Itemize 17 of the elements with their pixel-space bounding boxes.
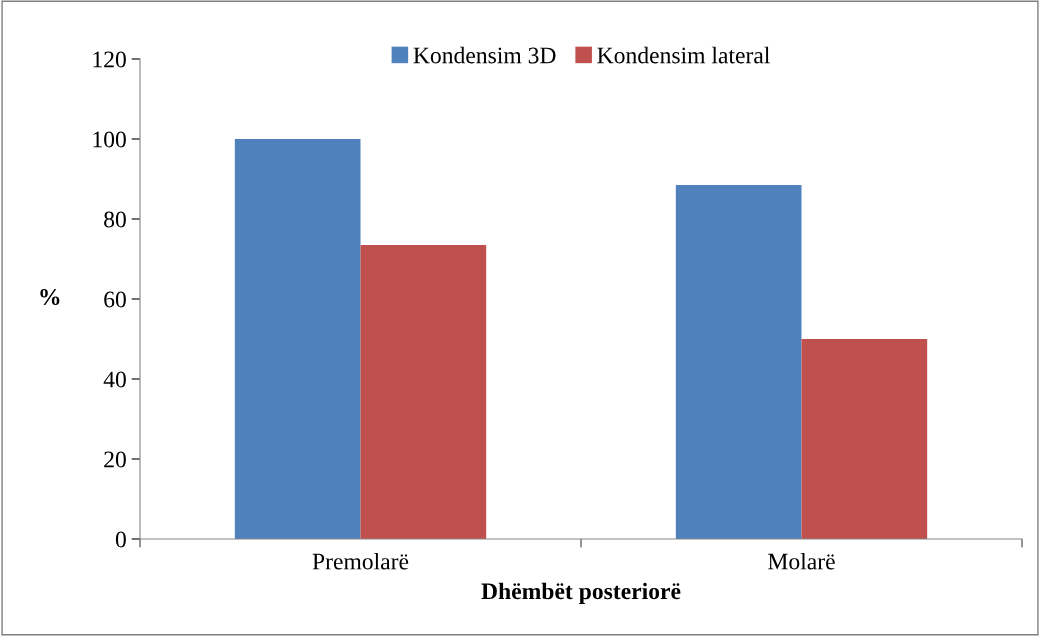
x-axis-title: Dhëmbët posteriorë (481, 582, 681, 605)
y-tick-label: 40 (103, 371, 126, 388)
bar (801, 339, 928, 539)
y-tick-label: 0 (115, 531, 126, 548)
x-tick-label: Molarë (768, 552, 835, 570)
y-tick-label: 100 (93, 131, 126, 148)
y-axis-title: % (40, 288, 60, 305)
legend-label: Kondensim lateral (597, 46, 770, 64)
bar (675, 185, 802, 539)
y-tick-label: 120 (93, 51, 126, 68)
y-tick-label: 80 (104, 211, 126, 228)
y-tick-label: 60 (104, 291, 126, 308)
bar (234, 139, 361, 539)
x-tick-label: Premolarë (312, 552, 409, 570)
legend-label: Kondensim 3D (413, 46, 556, 64)
y-tick-label: 20 (104, 451, 126, 468)
bar (360, 245, 487, 539)
